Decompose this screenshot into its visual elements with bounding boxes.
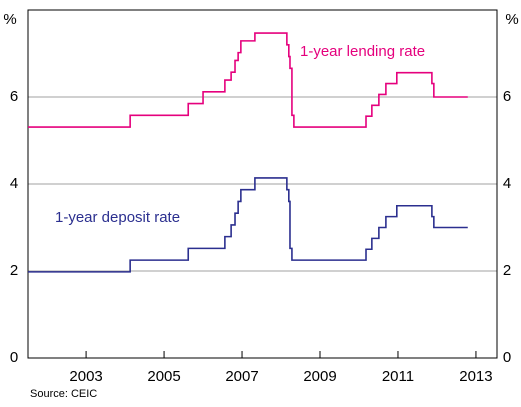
y-tick-label-right: 0 [503, 349, 511, 366]
y-unit-right: % [505, 11, 518, 28]
x-tick-label: 2003 [69, 368, 102, 385]
plot-frame [27, 9, 498, 359]
x-tick-label: 2005 [147, 368, 180, 385]
x-tick-label: 2009 [303, 368, 336, 385]
series-label: 1-year deposit rate [55, 209, 180, 226]
x-tick-label: 2011 [382, 368, 414, 385]
y-tick-label-left: 2 [10, 262, 18, 279]
y-unit-left: % [3, 11, 16, 28]
y-tick-label-left: 6 [10, 88, 18, 105]
rate-line [28, 32, 468, 128]
y-tick-label-right: 6 [503, 88, 511, 105]
y-tick-label-right: 4 [503, 175, 511, 192]
source: Source: CEIC [30, 388, 97, 400]
rate-line [28, 177, 468, 273]
x-tick-label: 2007 [225, 368, 258, 385]
y-tick-label-left: 0 [10, 349, 18, 366]
x-tick-label: 2013 [459, 368, 492, 385]
series-label: 1-year lending rate [300, 43, 425, 60]
y-tick-label-right: 2 [503, 262, 511, 279]
y-tick-label-left: 4 [10, 175, 18, 192]
